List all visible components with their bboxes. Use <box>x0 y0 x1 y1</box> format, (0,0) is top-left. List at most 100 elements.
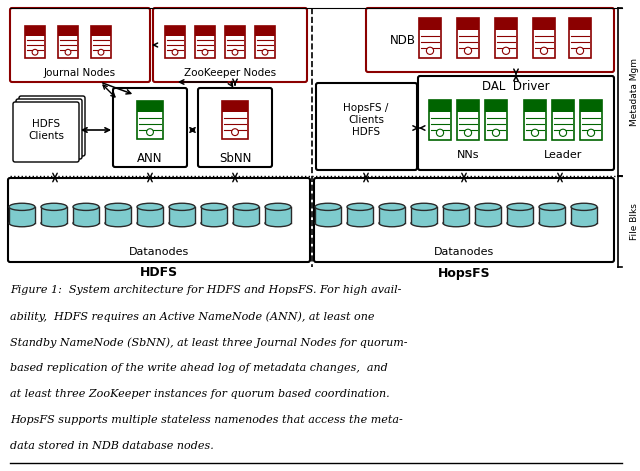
Bar <box>255 26 275 58</box>
Bar <box>165 26 185 58</box>
Ellipse shape <box>379 219 405 227</box>
Circle shape <box>426 47 434 54</box>
Bar <box>524 100 546 140</box>
Ellipse shape <box>507 203 533 211</box>
Bar <box>25 26 45 58</box>
Bar <box>265 207 291 223</box>
FancyBboxPatch shape <box>198 88 272 167</box>
Text: ANN: ANN <box>137 152 163 164</box>
Ellipse shape <box>137 219 163 227</box>
Bar <box>169 207 195 223</box>
Text: HopsFS supports multiple stateless namenodes that access the meta-: HopsFS supports multiple stateless namen… <box>10 415 403 425</box>
Circle shape <box>502 47 509 54</box>
Ellipse shape <box>443 203 469 211</box>
Ellipse shape <box>73 219 99 227</box>
Ellipse shape <box>105 219 131 227</box>
Bar <box>379 207 405 223</box>
Circle shape <box>32 49 38 55</box>
Bar <box>569 18 591 58</box>
Bar <box>137 101 163 113</box>
Ellipse shape <box>265 219 291 227</box>
Text: at least three ZooKeeper instances for quorum based coordination.: at least three ZooKeeper instances for q… <box>10 389 390 399</box>
Bar <box>475 207 501 223</box>
Bar <box>225 26 245 36</box>
Bar <box>533 18 555 30</box>
Bar <box>571 207 597 223</box>
Ellipse shape <box>105 203 131 211</box>
Ellipse shape <box>507 219 533 227</box>
Text: Figure 1:  System architecture for HDFS and HopsFS. For high avail-: Figure 1: System architecture for HDFS a… <box>10 285 401 295</box>
Circle shape <box>65 49 71 55</box>
Bar <box>485 100 507 112</box>
Bar <box>91 26 111 58</box>
Bar <box>429 100 451 140</box>
Ellipse shape <box>539 203 565 211</box>
Bar <box>73 207 99 223</box>
FancyBboxPatch shape <box>8 178 310 262</box>
Bar <box>552 100 574 112</box>
Circle shape <box>202 49 208 55</box>
Bar <box>105 207 131 223</box>
Bar <box>58 26 78 58</box>
Ellipse shape <box>73 203 99 211</box>
Bar <box>457 100 479 140</box>
FancyBboxPatch shape <box>16 99 82 159</box>
Bar <box>347 207 373 223</box>
Bar <box>580 100 602 112</box>
Text: Standby NameNode (SbNN), at least three Journal Nodes for quorum-: Standby NameNode (SbNN), at least three … <box>10 337 408 348</box>
Bar <box>233 207 259 223</box>
Text: ZooKeeper Nodes: ZooKeeper Nodes <box>184 68 276 78</box>
FancyBboxPatch shape <box>366 8 614 72</box>
Text: DAL  Driver: DAL Driver <box>482 81 550 94</box>
Bar <box>225 26 245 58</box>
Circle shape <box>577 47 584 54</box>
FancyBboxPatch shape <box>316 83 417 170</box>
Bar <box>443 207 469 223</box>
Text: HopsFS /
Clients
HDFS: HopsFS / Clients HDFS <box>343 104 388 137</box>
Circle shape <box>559 129 566 137</box>
FancyBboxPatch shape <box>153 8 307 82</box>
Text: HDFS
Clients: HDFS Clients <box>28 119 64 141</box>
Text: Leader: Leader <box>544 150 582 160</box>
Ellipse shape <box>265 203 291 211</box>
FancyBboxPatch shape <box>113 88 187 167</box>
Bar <box>569 18 591 30</box>
Text: Datanodes: Datanodes <box>129 247 189 257</box>
Bar <box>58 26 78 36</box>
FancyBboxPatch shape <box>314 178 614 262</box>
Bar <box>552 100 574 140</box>
Ellipse shape <box>347 219 373 227</box>
FancyBboxPatch shape <box>10 8 150 82</box>
Ellipse shape <box>201 203 227 211</box>
FancyBboxPatch shape <box>418 76 614 170</box>
Bar <box>495 18 517 30</box>
Ellipse shape <box>347 203 373 211</box>
Ellipse shape <box>233 219 259 227</box>
Bar <box>91 26 111 36</box>
Bar <box>195 26 215 58</box>
Circle shape <box>232 129 239 136</box>
Ellipse shape <box>571 203 597 211</box>
Ellipse shape <box>539 219 565 227</box>
Bar <box>419 18 441 30</box>
Bar <box>457 18 479 58</box>
Bar <box>524 100 546 112</box>
Text: NNs: NNs <box>457 150 479 160</box>
Bar <box>507 207 533 223</box>
Ellipse shape <box>201 219 227 227</box>
Ellipse shape <box>379 203 405 211</box>
Bar <box>195 26 215 36</box>
Ellipse shape <box>315 219 341 227</box>
Text: HopsFS: HopsFS <box>438 267 490 279</box>
Ellipse shape <box>169 203 195 211</box>
Ellipse shape <box>475 219 501 227</box>
Circle shape <box>98 49 104 55</box>
Ellipse shape <box>41 219 67 227</box>
Circle shape <box>436 129 444 137</box>
Ellipse shape <box>41 203 67 211</box>
Bar <box>457 18 479 30</box>
Bar <box>137 207 163 223</box>
Circle shape <box>172 49 178 55</box>
Bar <box>495 18 517 58</box>
Bar <box>25 26 45 36</box>
